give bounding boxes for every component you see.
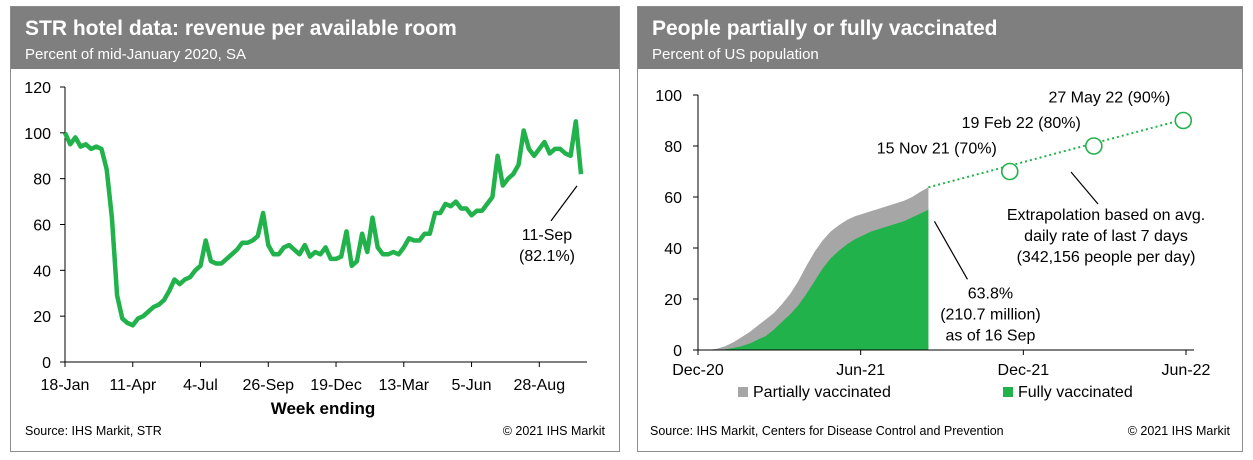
extrapolation-note-line: Extrapolation based on avg.	[1007, 207, 1205, 224]
revpar-annotation-date: 11-Sep	[522, 227, 573, 244]
legend-label: Partially vaccinated	[753, 384, 891, 401]
revpar-x-tick-label: 28-Aug	[514, 377, 566, 394]
vacc-x-tick-label: Jun-22	[1162, 362, 1211, 379]
vaccination-chart-header: People partially or fully vaccinated Per…	[638, 7, 1242, 69]
revpar-y-tick-label: 120	[24, 80, 51, 97]
revpar-x-axis-title: Week ending	[271, 399, 376, 418]
revpar-chart-panel: STR hotel data: revenue per available ro…	[10, 6, 620, 452]
revpar-y-tick-label: 100	[24, 126, 51, 143]
revpar-x-tick-label: 11-Apr	[109, 377, 157, 394]
revpar-y-tick-label: 80	[33, 172, 51, 189]
revpar-series-line	[62, 119, 584, 328]
vaccination-chart-title: People partially or fully vaccinated	[652, 17, 998, 40]
current-value-line: as of 16 Sep	[946, 327, 1036, 344]
fully-vaccinated-area	[707, 209, 929, 350]
milestone-marker	[1000, 162, 1019, 181]
revpar-annotation-value: (82.1%)	[519, 248, 575, 265]
legend-label: Fully vaccinated	[1018, 384, 1133, 401]
revpar-annotation-leader	[550, 185, 578, 222]
milestone-label: 15 Nov 21 (70%)	[877, 141, 997, 158]
milestone-marker	[1085, 137, 1103, 155]
revpar-y-tick-label: 20	[33, 309, 51, 326]
vaccination-chart-copyright: © 2021 IHS Markit	[1127, 424, 1230, 438]
vacc-x-tick-label: Jun-21	[836, 362, 885, 379]
extrapolation-note-line: daily rate of last 7 days	[1024, 228, 1188, 245]
extrapolation-note-leader	[1070, 171, 1099, 205]
current-value-line: 63.8%	[968, 285, 1013, 302]
revpar-x-tick-label: 19-Dec	[310, 377, 362, 394]
revpar-x-tick-label: 18-Jan	[41, 377, 90, 394]
extrapolation-line	[928, 115, 1195, 189]
vaccination-chart-source: Source: IHS Markit, Centers for Disease …	[650, 424, 1004, 438]
milestone-label: 27 May 22 (90%)	[1048, 90, 1170, 107]
revpar-x-tick-label: 4-Jul	[183, 377, 218, 394]
current-value-line: (210.7 million)	[940, 306, 1040, 323]
revpar-x-tick-label: 5-Jun	[452, 377, 492, 394]
revpar-chart-title: STR hotel data: revenue per available ro…	[25, 17, 457, 40]
current-value-leader	[933, 221, 968, 280]
revpar-chart-source: Source: IHS Markit, STR	[25, 424, 162, 438]
vacc-y-tick-label: 20	[664, 292, 682, 309]
vaccination-chart-plot: 0 20 40 60 80 100 Dec-20 Jun-21 Dec-21 Jun-22 15 N…	[655, 88, 1211, 401]
legend-swatch	[1003, 387, 1013, 397]
revpar-chart-plot: 0 20 40 60 80 100 120 18-Jan 11-Apr 4-Jul 26-Sep 19…	[24, 80, 587, 418]
revpar-y-tick-label: 40	[33, 263, 51, 280]
milestone-marker	[1174, 111, 1193, 130]
vacc-y-tick-label: 40	[664, 241, 682, 258]
revpar-y-tick-label: 60	[33, 218, 51, 235]
revpar-x-tick-label: 13-Mar	[378, 377, 429, 394]
vacc-y-tick-label: 0	[673, 343, 682, 360]
revpar-y-tick-label: 0	[42, 355, 51, 372]
revpar-chart-subtitle: Percent of mid-January 2020, SA	[25, 46, 246, 63]
milestone-label: 19 Feb 22 (80%)	[962, 115, 1081, 132]
legend-swatch	[738, 387, 748, 397]
revpar-x-tick-label: 26-Sep	[242, 377, 294, 394]
extrapolation-note-line: (342,156 people per day)	[1017, 249, 1196, 266]
vacc-y-tick-label: 100	[655, 88, 682, 105]
vacc-y-tick-label: 80	[664, 139, 682, 156]
vaccination-chart-subtitle: Percent of US population	[652, 46, 819, 63]
vacc-y-tick-label: 60	[664, 190, 682, 207]
vacc-x-tick-label: Dec-20	[672, 362, 724, 379]
revpar-chart-header: STR hotel data: revenue per available ro…	[11, 7, 619, 69]
vaccination-chart-panel: People partially or fully vaccinated Per…	[637, 6, 1243, 452]
revpar-chart-copyright: © 2021 IHS Markit	[502, 424, 605, 438]
vacc-x-tick-label: Dec-21	[998, 362, 1050, 379]
